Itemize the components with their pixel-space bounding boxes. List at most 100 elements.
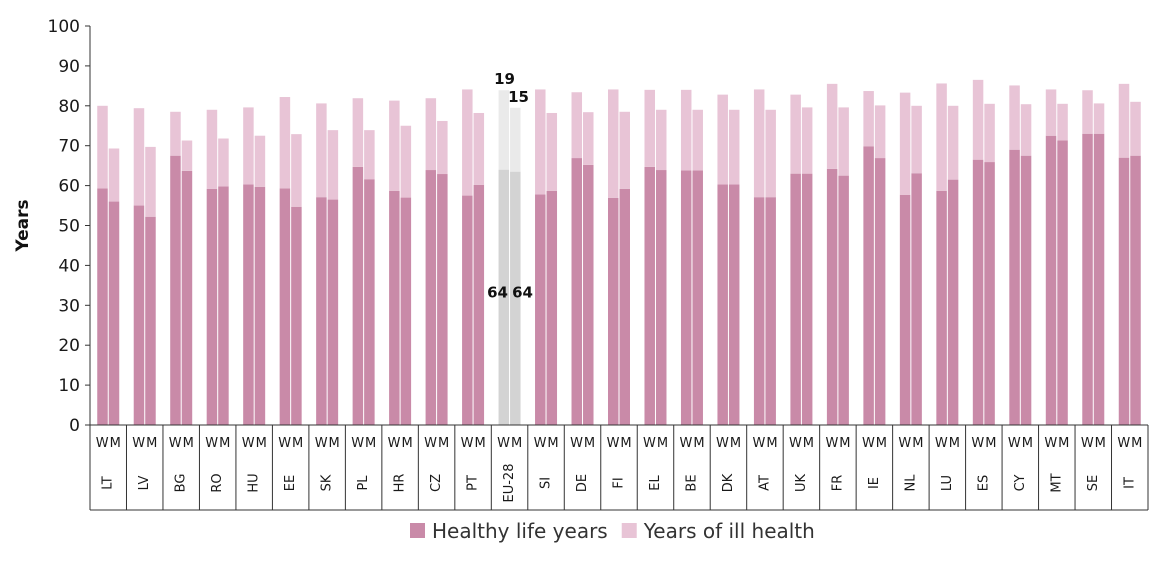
sex-label-men: M	[547, 436, 558, 451]
bar-ill-eu-28-men	[510, 107, 521, 172]
bar-healthy-bg-women	[170, 155, 181, 426]
category-label-fi: FI	[612, 477, 627, 488]
sex-label-women: W	[680, 436, 693, 451]
bar-ill-bg-men	[181, 140, 193, 171]
legend-label-ill: Years of ill health	[643, 519, 815, 543]
bar-healthy-be-men	[692, 170, 703, 425]
sex-label-men: M	[1095, 436, 1106, 451]
bar-ill-si-women	[535, 89, 546, 195]
bar-healthy-uk-women	[790, 173, 801, 425]
sex-label-women: W	[789, 436, 802, 451]
bar-healthy-ie-women	[863, 146, 874, 426]
category-label-si: SI	[539, 477, 554, 489]
y-tick-label: 70	[58, 137, 80, 157]
y-tick-label: 40	[58, 256, 80, 276]
bar-ill-pt-women	[462, 89, 473, 196]
category-label-pt: PT	[466, 475, 481, 491]
bar-healthy-cy-men	[1020, 155, 1032, 426]
bar-healthy-bg-men	[181, 170, 193, 425]
bar-healthy-se-men	[1093, 133, 1105, 426]
bar-ill-ie-women	[863, 91, 874, 147]
bar-healthy-es-men	[984, 162, 995, 425]
y-tick-label: 80	[58, 97, 80, 117]
y-tick-label: 100	[48, 17, 80, 37]
sex-label-men: M	[584, 436, 595, 451]
sex-label-women: W	[1081, 436, 1094, 451]
bar-ill-nl-men	[911, 105, 922, 174]
bar-healthy-el-women	[644, 166, 655, 426]
sex-label-women: W	[169, 436, 182, 451]
bar-healthy-ie-men	[874, 158, 886, 425]
category-label-ee: EE	[283, 475, 298, 491]
sex-label-women: W	[1117, 436, 1130, 451]
bar-ill-pl-women	[352, 98, 364, 167]
bar-healthy-pl-women	[352, 166, 364, 426]
sex-label-women: W	[497, 436, 510, 451]
bar-healthy-eu-28-men	[510, 171, 521, 425]
sex-label-women: W	[315, 436, 328, 451]
bar-ill-cz-women	[425, 98, 437, 171]
bar-healthy-si-women	[535, 194, 546, 425]
bar-ill-ro-men	[218, 138, 229, 187]
sex-label-women: W	[96, 436, 109, 451]
bar-healthy-ee-women	[279, 188, 291, 425]
sex-label-men: M	[839, 436, 850, 451]
bar-healthy-mt-women	[1045, 135, 1057, 425]
bar-ill-fr-women	[826, 83, 838, 169]
bar-ill-fi-women	[608, 89, 619, 198]
sex-label-men: M	[912, 436, 923, 451]
sex-label-men: M	[438, 436, 449, 451]
bar-ill-cy-men	[1020, 104, 1032, 156]
bar-healthy-pl-men	[364, 179, 375, 425]
bar-healthy-de-men	[583, 164, 594, 426]
sex-label-women: W	[753, 436, 766, 451]
bar-ill-it-men	[1130, 101, 1141, 156]
category-label-dk: DK	[721, 473, 736, 492]
bar-ill-es-men	[984, 103, 995, 163]
bar-ill-ie-men	[874, 105, 886, 159]
bar-healthy-lv-men	[145, 216, 156, 425]
bar-ill-lu-men	[947, 105, 959, 180]
bar-healthy-fi-men	[619, 188, 630, 425]
sex-label-women: W	[351, 436, 364, 451]
sex-label-women: W	[1044, 436, 1057, 451]
y-tick-label: 10	[58, 376, 80, 396]
bar-ill-pl-men	[364, 130, 375, 180]
sex-label-men: M	[985, 436, 996, 451]
sex-label-men: M	[110, 436, 121, 451]
bar-ill-sk-women	[316, 103, 327, 198]
bar-healthy-eu-28-women	[498, 169, 510, 425]
data-label-eu28-men: 64	[512, 283, 533, 301]
bar-healthy-se-women	[1082, 133, 1093, 426]
bar-ill-ee-men	[291, 134, 302, 207]
legend-swatch-healthy	[410, 523, 425, 538]
bar-ill-at-women	[753, 89, 765, 198]
sex-label-men: M	[511, 436, 522, 451]
sex-label-women: W	[388, 436, 401, 451]
bar-ill-se-women	[1082, 90, 1093, 134]
legend-label-healthy: Healthy life years	[432, 519, 608, 543]
bar-healthy-uk-men	[801, 173, 813, 425]
sex-label-men: M	[1022, 436, 1033, 451]
bar-ill-mt-men	[1057, 103, 1068, 141]
sex-label-women: W	[242, 436, 255, 451]
sex-label-women: W	[1008, 436, 1021, 451]
bar-healthy-nl-men	[911, 173, 922, 425]
bar-healthy-nl-women	[899, 194, 911, 425]
bar-healthy-it-men	[1130, 155, 1141, 426]
sex-label-women: W	[570, 436, 583, 451]
data-label-eu28-women: 64	[487, 283, 508, 301]
bar-ill-uk-women	[790, 94, 801, 174]
y-tick-label: 60	[58, 177, 80, 197]
sex-label-men: M	[401, 436, 412, 451]
bar-ill-dk-women	[717, 94, 728, 185]
sex-label-men: M	[183, 436, 194, 451]
bar-ill-si-men	[546, 112, 558, 191]
category-label-nl: NL	[903, 474, 918, 492]
sex-label-men: M	[1131, 436, 1142, 451]
y-tick-label: 30	[58, 296, 80, 316]
bar-healthy-fi-women	[608, 197, 619, 425]
sex-label-women: W	[825, 436, 838, 451]
bar-healthy-es-women	[972, 159, 984, 426]
category-label-se: SE	[1086, 475, 1101, 491]
